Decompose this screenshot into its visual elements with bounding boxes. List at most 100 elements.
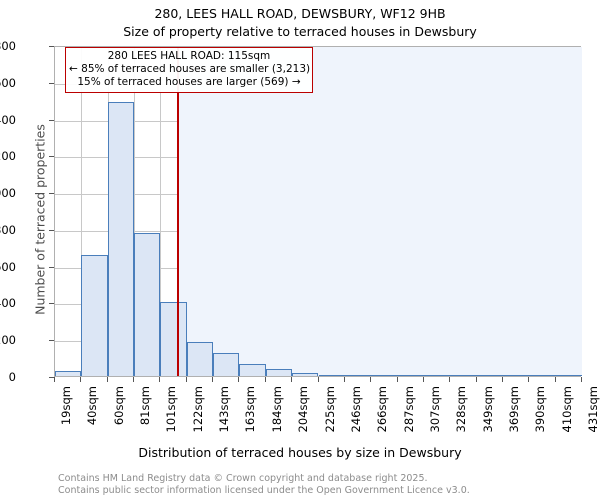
property-size-marker-line <box>176 47 179 376</box>
x-tick-mark <box>212 377 214 382</box>
x-tick-mark <box>501 377 503 382</box>
x-tick-mark <box>238 377 240 382</box>
plot-area <box>54 46 582 377</box>
histogram-bar <box>81 254 108 376</box>
x-tick-label: 40sqm <box>85 386 100 426</box>
x-tick-label: 307sqm <box>427 386 442 433</box>
histogram-bar <box>107 102 135 376</box>
y-tick-mark <box>49 303 54 305</box>
x-tick-label: 19sqm <box>59 386 73 426</box>
x-tick-label: 287sqm <box>401 386 416 433</box>
histogram-bar <box>265 369 293 376</box>
annotation-line-3: 15% of terraced houses are larger (569) … <box>77 76 301 88</box>
grid-line-vertical <box>160 47 162 376</box>
histogram-bar <box>450 375 477 376</box>
y-tick-mark <box>49 266 54 268</box>
x-tick-mark <box>264 377 266 382</box>
histogram-bar <box>318 374 345 376</box>
x-tick-label: 81sqm <box>138 386 153 426</box>
x-tick-label: 163sqm <box>243 386 258 433</box>
x-tick-label: 60sqm <box>111 386 126 426</box>
histogram-bar <box>344 375 372 376</box>
x-tick-mark <box>581 377 582 382</box>
chart-title: 280, LEES HALL ROAD, DEWSBURY, WF12 9HB <box>154 6 446 21</box>
x-axis-title: Distribution of terraced houses by size … <box>138 445 462 460</box>
x-tick-mark <box>475 377 477 382</box>
histogram-bar <box>186 341 214 376</box>
y-tick-label: 1800 <box>0 39 16 53</box>
x-tick-label: 328sqm <box>454 386 469 433</box>
x-tick-label: 225sqm <box>322 386 337 433</box>
y-tick-label: 200 <box>0 333 16 348</box>
x-tick-mark <box>291 377 293 382</box>
x-tick-label: 143sqm <box>217 386 232 433</box>
footer-line-1: Contains HM Land Registry data © Crown c… <box>58 473 428 484</box>
x-tick-mark <box>554 377 556 382</box>
larger-properties-shaded-region <box>177 47 582 376</box>
histogram-bar <box>555 375 582 376</box>
x-tick-label: 431sqm <box>586 386 600 433</box>
x-tick-mark <box>528 377 530 382</box>
x-tick-mark <box>343 377 345 382</box>
x-tick-label: 266sqm <box>375 386 390 433</box>
x-tick-label: 101sqm <box>164 386 179 433</box>
annotation-line-2: ← 85% of terraced houses are smaller (3,… <box>69 63 311 75</box>
histogram-bar <box>423 375 451 376</box>
x-tick-mark <box>159 377 161 382</box>
histogram-bar <box>371 375 398 376</box>
histogram-bar <box>239 363 266 376</box>
x-tick-mark <box>422 377 424 382</box>
histogram-bar <box>397 375 424 376</box>
y-tick-mark <box>49 82 54 84</box>
y-tick-mark <box>49 46 54 47</box>
y-tick-label: 1600 <box>0 75 16 90</box>
x-tick-label: 349sqm <box>480 386 495 433</box>
y-tick-label: 600 <box>0 259 16 274</box>
y-tick-mark <box>49 193 54 195</box>
histogram-bar <box>55 370 82 376</box>
y-tick-label: 1200 <box>0 149 16 164</box>
histogram-bar <box>160 302 187 376</box>
y-tick-label: 1000 <box>0 186 16 201</box>
x-tick-mark <box>54 377 55 382</box>
y-tick-label: 400 <box>0 296 16 311</box>
x-tick-mark <box>106 377 108 382</box>
histogram-bar <box>213 353 240 376</box>
annotation-line-1: 280 LEES HALL ROAD: 115sqm <box>107 50 271 62</box>
attribution-footer: Contains HM Land Registry data © Crown c… <box>58 473 470 496</box>
x-tick-mark <box>370 377 372 382</box>
y-tick-mark <box>49 119 54 121</box>
grid-line-vertical <box>134 47 136 376</box>
x-tick-label: 410sqm <box>559 386 574 433</box>
x-tick-label: 204sqm <box>296 386 311 433</box>
x-tick-label: 390sqm <box>533 386 548 433</box>
x-tick-label: 246sqm <box>348 386 363 433</box>
histogram-bar <box>476 375 503 376</box>
x-tick-mark <box>449 377 451 382</box>
x-tick-mark <box>396 377 398 382</box>
property-annotation-box: 280 LEES HALL ROAD: 115sqm ← 85% of terr… <box>65 47 313 93</box>
y-tick-label: 0 <box>8 370 16 384</box>
x-tick-label: 122sqm <box>190 386 205 433</box>
histogram-bar <box>292 372 319 376</box>
y-tick-mark <box>49 377 54 378</box>
histogram-bar <box>502 375 530 376</box>
y-axis-title: Number of terraced properties <box>32 124 48 315</box>
y-tick-label: 800 <box>0 222 16 237</box>
histogram-bar <box>529 375 556 376</box>
x-tick-mark <box>133 377 135 382</box>
x-tick-mark <box>317 377 319 382</box>
x-tick-mark <box>185 377 187 382</box>
x-tick-label: 369sqm <box>506 386 521 433</box>
x-tick-label: 184sqm <box>269 386 284 433</box>
y-tick-mark <box>49 156 54 158</box>
y-tick-label: 1400 <box>0 112 16 127</box>
grid-line-vertical <box>81 47 83 376</box>
histogram-bar <box>134 232 161 376</box>
chart-subtitle: Size of property relative to terraced ho… <box>123 24 477 39</box>
y-tick-mark <box>49 340 54 342</box>
footer-line-2: Contains public sector information licen… <box>58 484 470 496</box>
x-tick-mark <box>80 377 82 382</box>
y-tick-mark <box>49 229 54 231</box>
